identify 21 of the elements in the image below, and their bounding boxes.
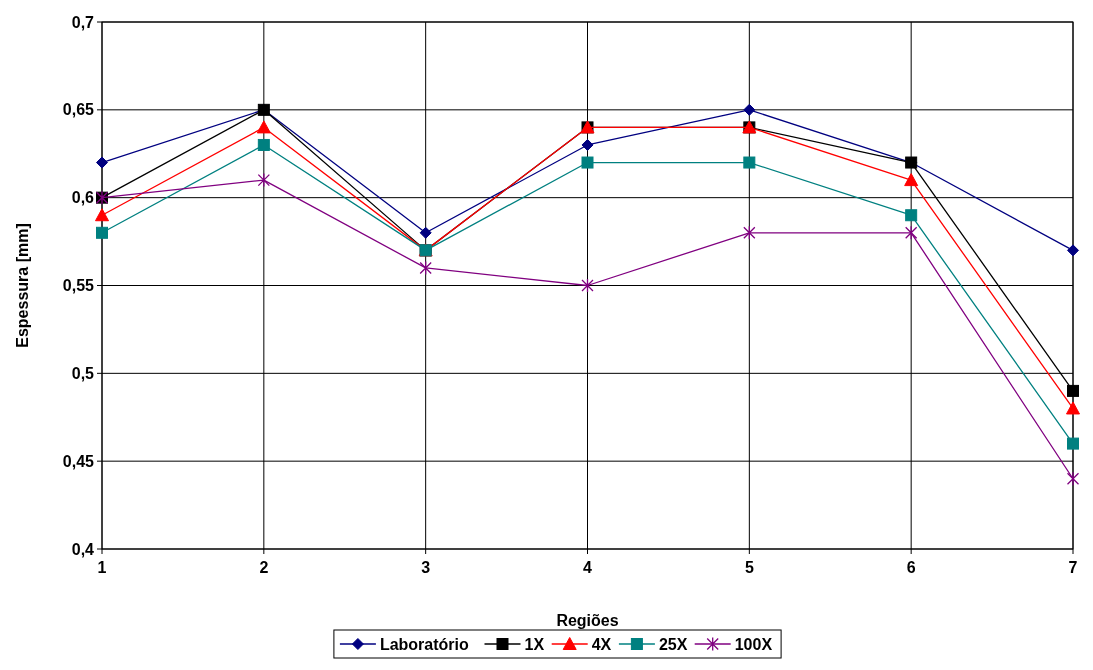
- y-tick-label: 0,55: [62, 277, 95, 295]
- x-tick-label: 4: [583, 559, 593, 576]
- x-tick-label: 3: [421, 559, 431, 576]
- x-tick-label: 2: [259, 559, 269, 576]
- x-tick-label: 7: [1068, 559, 1078, 576]
- y-tick-label: 0,6: [71, 189, 95, 207]
- legend-label: 1X: [524, 635, 545, 653]
- x-tick-label: 5: [744, 559, 754, 576]
- y-axis-title: Espessura [mm]: [14, 223, 31, 348]
- y-tick-label: 0,4: [71, 540, 95, 558]
- legend-label: 100X: [734, 635, 773, 653]
- y-tick-label: 0,65: [62, 101, 95, 119]
- y-tick-label: 0,7: [71, 13, 95, 31]
- x-axis-title: Regiões: [556, 612, 619, 629]
- legend-label: 4X: [591, 635, 612, 653]
- y-tick-label: 0,45: [62, 452, 95, 470]
- y-tick-label: 0,5: [71, 364, 95, 382]
- legend-label: 25X: [658, 635, 688, 653]
- x-tick-label: 1: [97, 559, 107, 576]
- legend-label: Laboratório: [379, 635, 470, 653]
- x-tick-label: 6: [906, 559, 916, 576]
